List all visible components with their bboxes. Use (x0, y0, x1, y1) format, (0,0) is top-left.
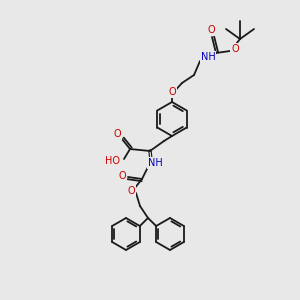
Text: NH: NH (148, 158, 162, 168)
Text: O: O (127, 186, 135, 196)
Text: O: O (168, 87, 176, 97)
Text: O: O (231, 44, 239, 54)
Text: O: O (113, 129, 121, 139)
Text: NH: NH (201, 52, 215, 62)
Text: HO: HO (104, 156, 119, 166)
Text: O: O (207, 25, 215, 35)
Text: O: O (118, 171, 126, 181)
